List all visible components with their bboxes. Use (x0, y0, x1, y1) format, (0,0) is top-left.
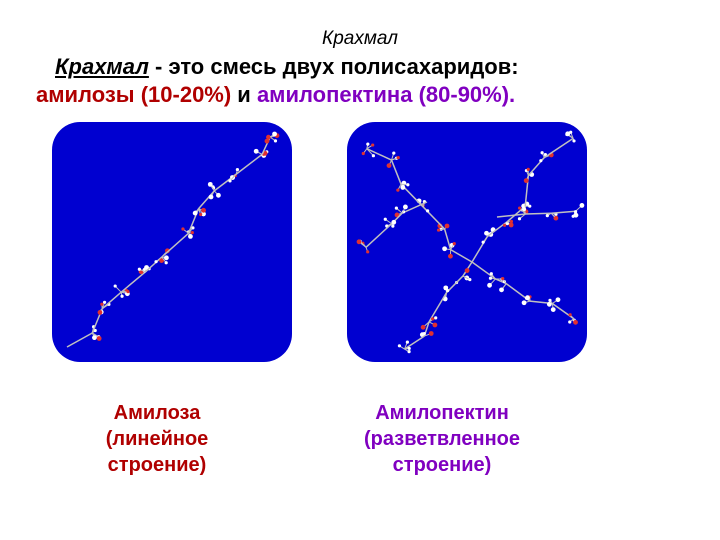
amylopectin-molecule (347, 122, 587, 362)
amylose-caption: Амилоза (линейное строение) (72, 400, 242, 478)
cap2-l2: (разветвленное (364, 428, 520, 450)
subtitle-line-1: Крахмал - это смесь двух полисахаридов: (55, 54, 720, 80)
amylopectin-pct: амилопектина (80-90%). (257, 82, 515, 107)
slide-container: Крахмал Крахмал - это смесь двух полисах… (0, 0, 720, 540)
cap2-l3: строение) (393, 454, 492, 476)
images-row (0, 122, 720, 362)
subtitle-rest: - это смесь двух полисахаридов: (149, 54, 519, 79)
subtitle-lead: Крахмал (55, 54, 149, 79)
captions-row: Амилоза (линейное строение) Амилопектин … (0, 400, 720, 478)
amylose-molecule (52, 122, 292, 362)
amylose-panel (52, 122, 292, 362)
cap2-l1: Амилопектин (375, 402, 509, 424)
amylose-pct: амилозы (10-20%) (36, 82, 231, 107)
cap1-l2: (линейное (106, 428, 209, 450)
slide-title: Крахмал (0, 28, 720, 50)
cap1-l3: строение) (108, 454, 207, 476)
amylopectin-caption: Амилопектин (разветвленное строение) (332, 400, 552, 478)
amylopectin-panel (347, 122, 587, 362)
subtitle-line-2: амилозы (10-20%) и амилопектина (80-90%)… (36, 82, 720, 108)
conjunction: и (231, 82, 257, 107)
cap1-l1: Амилоза (114, 402, 201, 424)
